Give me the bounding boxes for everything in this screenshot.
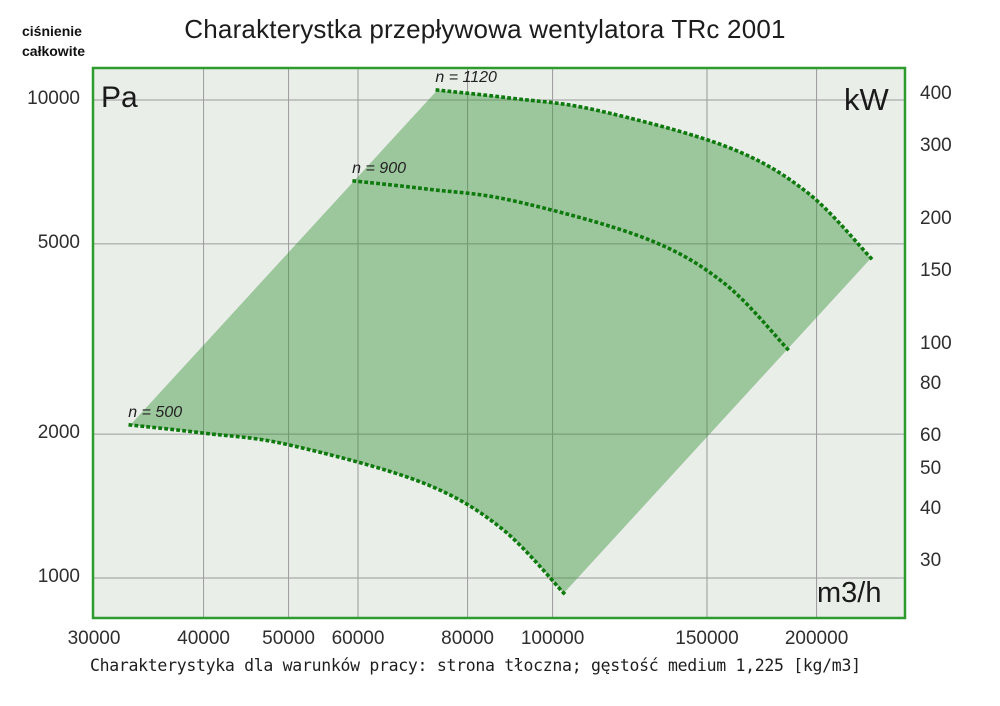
kw-tick-150: 150 xyxy=(920,259,952,281)
kw-tick-400: 400 xyxy=(920,82,952,104)
x-tick-100000: 100000 xyxy=(520,628,585,649)
pa-tick-2000: 2000 xyxy=(37,421,80,443)
pa-unit-label: Pa xyxy=(101,81,138,114)
kw-unit-label: kW xyxy=(844,82,889,117)
x-tick-80000: 80000 xyxy=(441,628,494,649)
pa-tick-1000: 1000 xyxy=(37,565,80,587)
kw-tick-60: 60 xyxy=(920,424,942,446)
speed-curve-n=900 xyxy=(352,178,791,352)
flow-unit-label: m3/h xyxy=(817,577,882,609)
x-tick-40000: 40000 xyxy=(177,628,230,649)
pa-tick-5000: 5000 xyxy=(37,231,80,253)
x-tick-30000: 30000 xyxy=(67,628,121,649)
pa-tick-10000: 10000 xyxy=(27,87,80,109)
speed-curve-n=500 xyxy=(128,422,567,596)
pressure-axis-label-line2: całkowite xyxy=(22,42,86,59)
curve-label-n=900: n = 900 xyxy=(352,159,406,177)
x-tick-50000: 50000 xyxy=(262,628,315,649)
plot-border xyxy=(91,66,907,620)
x-tick-150000: 150000 xyxy=(675,628,739,649)
kw-tick-30: 30 xyxy=(920,549,942,571)
kw-tick-100: 100 xyxy=(920,332,952,354)
operating-conditions-caption: Charakterystyka dla warunków pracy: stro… xyxy=(90,656,861,675)
kw-tick-80: 80 xyxy=(920,372,942,394)
pressure-axis-label: ciśnienie całkowite xyxy=(22,22,85,61)
kw-tick-40: 40 xyxy=(920,497,942,519)
pressure-axis-label-line1: ciśnienie xyxy=(22,23,82,39)
kw-tick-200: 200 xyxy=(920,207,952,229)
kw-tick-50: 50 xyxy=(920,457,942,479)
x-tick-60000: 60000 xyxy=(331,628,385,649)
x-tick-200000: 200000 xyxy=(784,628,849,649)
chart-title: Charakterystka przepływowa wentylatora T… xyxy=(184,14,786,44)
curve-label-n=1120: n = 1120 xyxy=(435,69,497,87)
operating-envelope xyxy=(130,90,872,594)
curve-label-n=500: n = 500 xyxy=(128,403,183,421)
kw-tick-300: 300 xyxy=(920,134,952,156)
plot-background xyxy=(93,68,905,618)
speed-curve-n=1120 xyxy=(435,88,874,261)
